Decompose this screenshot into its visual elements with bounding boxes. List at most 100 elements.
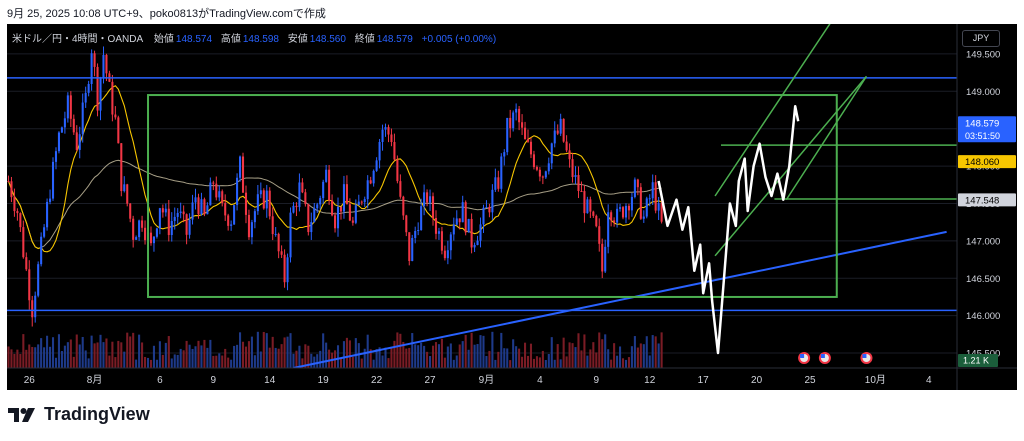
- candle-body: [574, 175, 577, 178]
- candle-body: [598, 226, 601, 244]
- candle: [185, 213, 188, 245]
- candle: [200, 192, 203, 216]
- volume-bar: [274, 347, 277, 368]
- candle: [411, 234, 414, 262]
- candle-body: [651, 182, 654, 199]
- candle-body: [387, 127, 390, 135]
- candle-body: [417, 229, 420, 231]
- volume-bar: [636, 347, 639, 368]
- chart-caption: 9月 25, 2025 10:08 UTC+9、poko0813がTrading…: [7, 8, 326, 20]
- candle-body: [200, 199, 203, 215]
- volume-bar: [461, 341, 464, 368]
- price-label: 148.060: [958, 155, 1016, 169]
- chart-area[interactable]: 149.500149.000148.500148.000147.500147.0…: [7, 24, 1017, 390]
- volume-bar: [402, 341, 405, 368]
- volume-bar: [108, 355, 111, 368]
- candle: [25, 252, 28, 272]
- candle: [135, 235, 138, 240]
- candle: [280, 245, 283, 258]
- volume-bar: [233, 345, 236, 368]
- candle: [354, 199, 357, 225]
- candle-body: [328, 169, 331, 201]
- candle-body: [506, 117, 509, 153]
- volume-bar: [236, 344, 239, 368]
- candle: [405, 214, 408, 237]
- volume-bar: [393, 340, 396, 368]
- candle-body: [556, 130, 559, 134]
- candle: [503, 149, 506, 166]
- volume-bar: [212, 355, 215, 368]
- candle-body: [259, 190, 262, 195]
- volume-bar: [633, 336, 636, 368]
- candle-body: [307, 204, 310, 233]
- event-flag-icon[interactable]: [798, 352, 811, 364]
- range-box: [147, 94, 838, 298]
- volume-bar: [164, 342, 167, 368]
- candle-body: [607, 212, 610, 247]
- volume-bar: [25, 349, 28, 368]
- event-flag-icon[interactable]: [818, 352, 831, 364]
- candle-body: [334, 215, 337, 229]
- volume-bar: [138, 334, 141, 368]
- candle-body: [339, 206, 343, 212]
- volume-bar: [268, 347, 271, 368]
- candle: [218, 185, 221, 202]
- tradingview-logo[interactable]: TradingView: [8, 404, 150, 425]
- volume-bar: [467, 349, 470, 368]
- candle-body: [458, 218, 461, 223]
- candle-body: [206, 205, 209, 215]
- candle: [562, 118, 565, 143]
- candle-body: [167, 208, 170, 235]
- candle-body: [132, 218, 135, 240]
- candle: [60, 126, 63, 133]
- price-tick-label: 147.000: [966, 236, 1000, 247]
- candle: [633, 177, 636, 199]
- volume-bar: [559, 359, 562, 368]
- candle-body: [610, 212, 613, 221]
- candle-body: [547, 163, 550, 172]
- candle: [155, 227, 158, 239]
- candle: [19, 212, 22, 232]
- volume-bar: [568, 342, 571, 368]
- candle-body: [449, 234, 452, 251]
- volume-bar: [621, 358, 625, 368]
- candle: [497, 170, 500, 192]
- candle-body: [411, 237, 414, 261]
- volume-bar: [75, 334, 78, 368]
- currency-button[interactable]: JPY: [962, 30, 1000, 47]
- candle-body: [105, 54, 108, 74]
- candle-body: [348, 204, 351, 221]
- volume-bar: [176, 354, 179, 368]
- candle-body: [236, 177, 239, 206]
- time-tick-label: 9月: [479, 374, 495, 386]
- candle: [253, 208, 256, 229]
- candle-body: [96, 66, 99, 111]
- candle: [381, 124, 384, 151]
- candle: [654, 175, 657, 214]
- candle: [363, 196, 366, 207]
- candle: [589, 196, 592, 219]
- candle: [491, 184, 494, 220]
- candle: [604, 239, 607, 274]
- volume-bar: [616, 355, 619, 368]
- candle: [639, 183, 642, 220]
- candle-body: [381, 129, 384, 143]
- candle: [167, 199, 170, 242]
- volume-bar: [627, 357, 630, 368]
- price-label-countdown: 03:51:50: [965, 131, 1000, 141]
- volume-bar: [642, 344, 645, 368]
- candlestick-chart[interactable]: 149.500149.000148.500148.000147.500147.0…: [7, 24, 1017, 390]
- low-value: 148.560: [309, 34, 346, 45]
- event-flag-icon[interactable]: [860, 352, 873, 364]
- volume-bar: [203, 339, 206, 368]
- candle-body: [233, 205, 236, 225]
- candle-body: [313, 208, 316, 223]
- volume-bar: [571, 343, 574, 368]
- candle-body: [117, 117, 120, 144]
- symbol-label[interactable]: 米ドル／円・4時間・OANDA: [12, 34, 144, 45]
- candle-body: [624, 205, 628, 218]
- candle-body: [256, 194, 259, 212]
- price-axis: 149.500149.000148.500148.000147.500147.0…: [956, 24, 1016, 390]
- candle: [138, 219, 141, 242]
- candle: [322, 179, 325, 204]
